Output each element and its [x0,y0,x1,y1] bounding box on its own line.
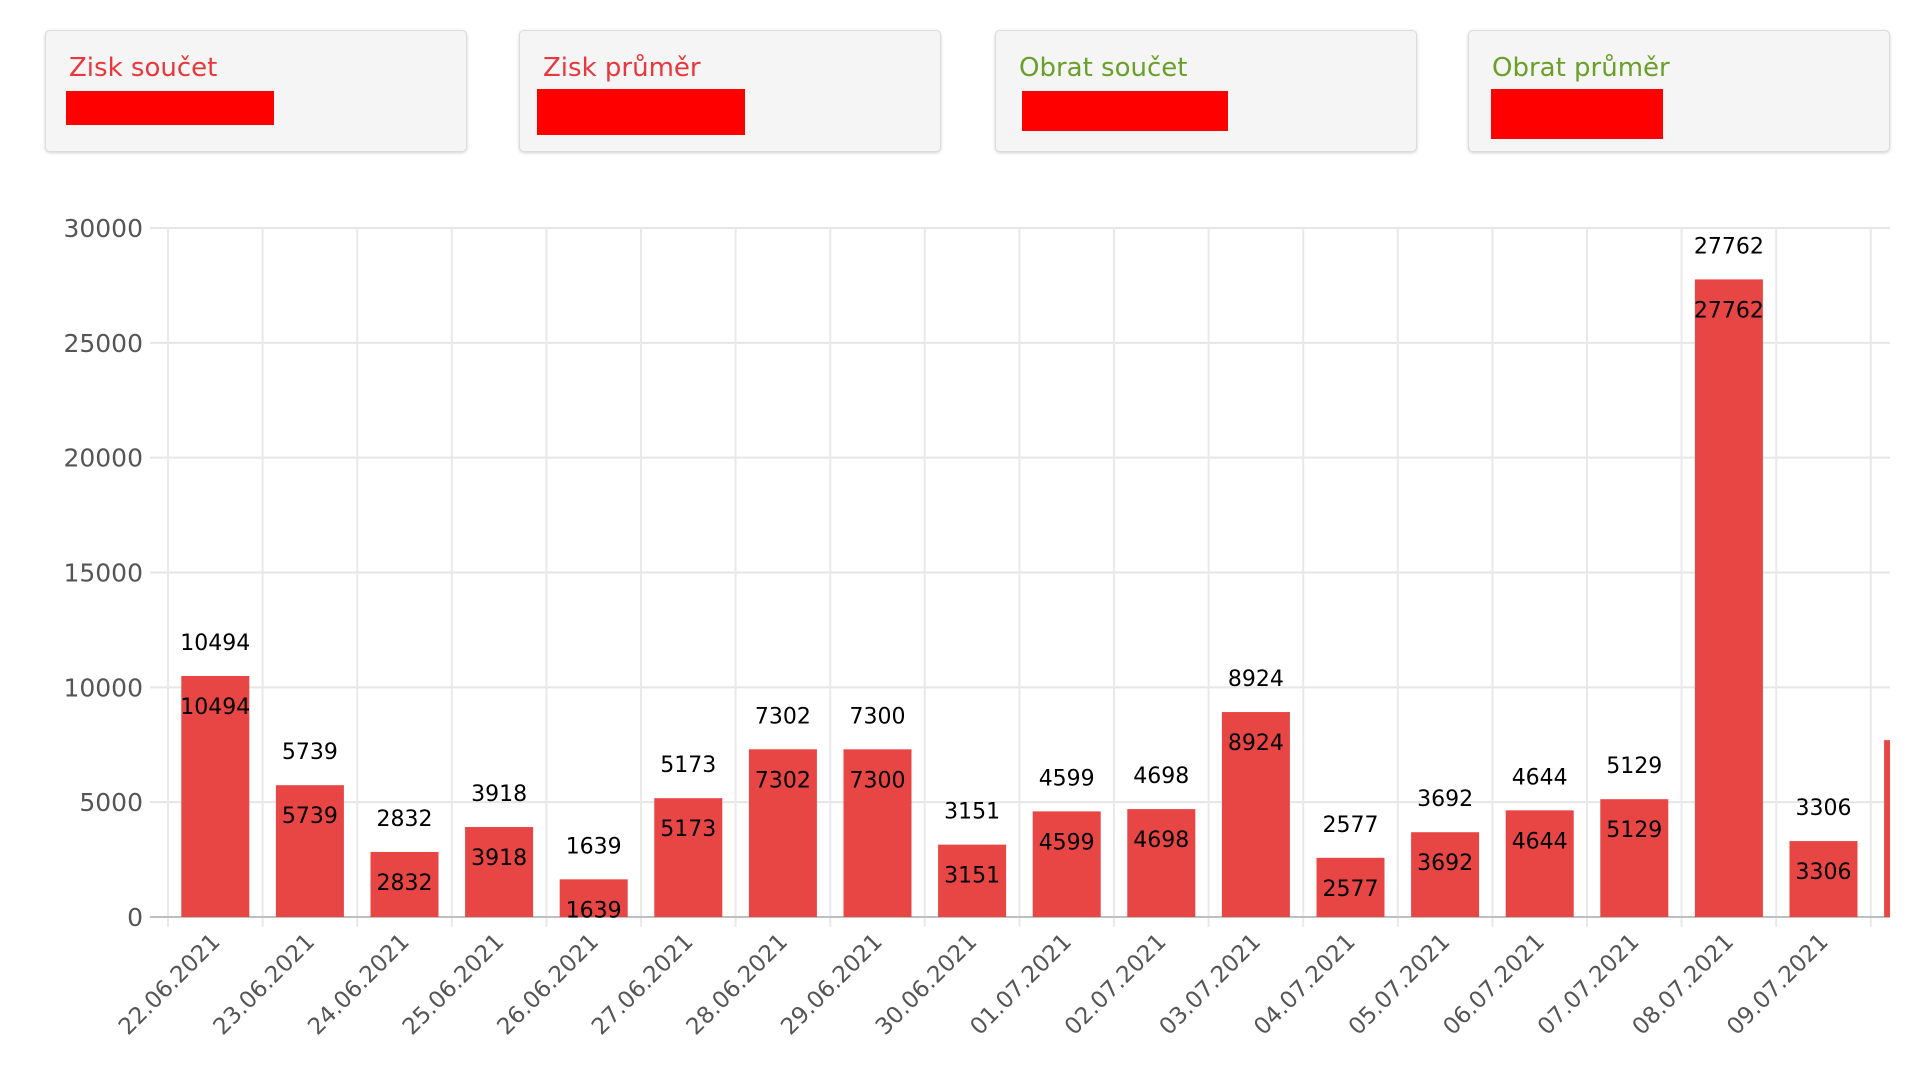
bar [370,851,439,917]
data-label-inside: 3692 [1417,851,1473,876]
data-label-above: 7300 [850,704,906,729]
x-tick-label: 08.07.2021 [1628,929,1740,1041]
bar [1694,279,1763,917]
data-label-above: 27762 [1694,234,1764,259]
data-label-above: 5173 [660,753,716,778]
data-label-above: 2577 [1323,813,1379,838]
bar [1221,712,1290,917]
bar [559,879,628,917]
data-label-inside: 27762 [1694,298,1764,323]
x-tick-label: 01.07.2021 [965,929,1077,1041]
x-tick-label: 25.06.2021 [398,929,510,1041]
bar [275,785,344,917]
data-label-above: 7700 [1890,695,1920,720]
y-tick-label: 25000 [63,329,143,358]
data-label-inside: 8924 [1228,731,1284,756]
data-label-above: 10494 [180,631,250,656]
bar [1032,811,1101,917]
data-label-inside: 4644 [1512,829,1568,854]
bar [1316,857,1385,917]
data-label-inside: 3151 [944,864,1000,889]
data-label-inside: 3918 [471,846,527,871]
bar [465,827,534,917]
x-tick-label: 23.06.2021 [209,929,321,1041]
y-tick-label: 30000 [63,214,143,243]
data-label-inside: 3306 [1796,860,1852,885]
card-title: Obrat průměr [1492,53,1670,83]
data-label-above: 3306 [1796,796,1852,821]
x-tick-label: 03.07.2021 [1155,929,1267,1041]
x-tick-label: 28.06.2021 [682,929,794,1041]
data-label-above: 3151 [944,800,1000,825]
x-tick-label: 07.07.2021 [1533,929,1645,1041]
data-label-above: 1639 [566,834,622,859]
redacted-value [1491,89,1663,139]
x-tick-label: 04.07.2021 [1249,929,1361,1041]
card-title: Obrat součet [1019,53,1188,83]
y-tick-label: 0 [127,903,143,932]
bar [1789,841,1858,917]
bar [181,675,250,917]
data-label-inside: 7700 [1890,759,1920,784]
x-tick-label: 06.07.2021 [1438,929,1550,1041]
data-label-above: 5739 [282,740,338,765]
data-label-inside: 5739 [282,804,338,829]
x-tick-label: 22.06.2021 [114,929,226,1041]
data-label-above: 4599 [1039,766,1095,791]
bar [748,749,817,917]
y-tick-label: 20000 [63,444,143,473]
data-label-inside: 2832 [377,871,433,896]
bar [1127,809,1196,917]
data-label-inside: 5129 [1606,818,1662,843]
data-label-inside: 7302 [755,768,811,793]
bar [1505,810,1574,917]
x-tick-label: 05.07.2021 [1344,929,1456,1041]
data-label-above: 3918 [471,782,527,807]
data-label-inside: 2577 [1323,877,1379,902]
x-tick-label: 29.06.2021 [776,929,888,1041]
bar [1884,740,1890,917]
data-label-inside: 10494 [180,695,250,720]
x-tick-label: 27.06.2021 [587,929,699,1041]
redacted-value [1022,91,1228,131]
data-label-above: 4644 [1512,765,1568,790]
card-obrat-prumer: Obrat průměr [1468,30,1890,152]
card-zisk-prumer: Zisk průměr [519,30,941,152]
redacted-value [66,91,274,125]
data-label-inside: 5173 [660,817,716,842]
card-obrat-soucet: Obrat součet [995,30,1417,152]
data-label-above: 4698 [1133,764,1189,789]
x-tick-label: 24.06.2021 [303,929,415,1041]
data-label-above: 3692 [1417,787,1473,812]
summary-cards: Zisk součet Zisk průměr Obrat součet Obr… [45,30,1890,154]
card-title: Zisk součet [69,53,218,83]
y-tick-label: 5000 [79,788,143,817]
bar [1411,832,1480,917]
x-tick-label: 09.07.2021 [1722,929,1834,1041]
card-zisk-soucet: Zisk součet [45,30,467,152]
bar [1600,799,1669,917]
x-tick-label: 30.06.2021 [871,929,983,1041]
data-label-above: 2832 [377,807,433,832]
gridlines [150,227,1890,927]
data-label-inside: 4698 [1133,828,1189,853]
redacted-value [537,89,745,135]
bars: 10494 10494 5739 5739 2832 2832 3918 3918 1639 16… [180,234,1920,923]
x-tick-label: 02.07.2021 [1060,929,1172,1041]
data-label-inside: 1639 [566,898,622,923]
x-tick-label: 26.06.2021 [492,929,604,1041]
data-label-above: 8924 [1228,667,1284,692]
y-tick-label: 15000 [63,559,143,588]
y-tick-label: 10000 [63,673,143,702]
data-label-inside: 7300 [850,768,906,793]
bar [654,798,723,917]
bar [938,844,1007,917]
data-label-above: 7302 [755,704,811,729]
bar [843,749,912,917]
data-label-inside: 4599 [1039,830,1095,855]
data-label-above: 5129 [1606,754,1662,779]
card-title: Zisk průměr [543,53,701,83]
